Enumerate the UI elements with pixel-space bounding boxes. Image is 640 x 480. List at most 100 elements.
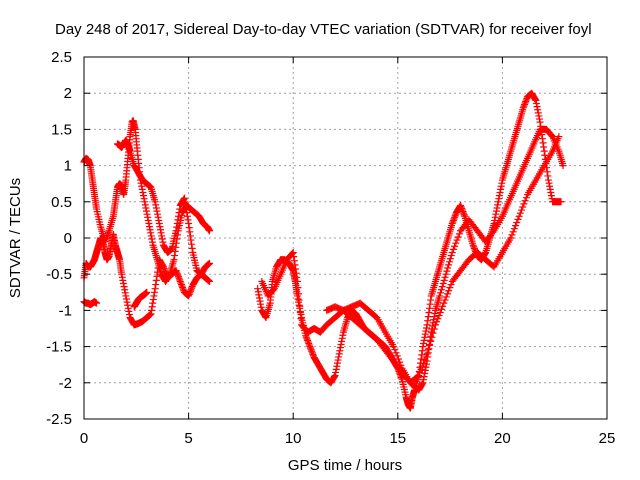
y-tick-label: -1 [59,302,72,319]
chart-title: Day 248 of 2017, Sidereal Day-to-day VTE… [55,21,592,38]
data-point [446,255,454,263]
data-point [441,273,449,281]
data-point [390,343,398,351]
data-point [514,215,522,223]
series-trace-e [130,288,151,311]
data-point [430,325,438,333]
series-trace-b [80,230,214,329]
data-point [449,245,457,253]
x-tick-label: 10 [285,430,302,447]
data-point [507,234,515,242]
data-point [447,281,455,289]
data-point [436,308,444,316]
data-point [417,365,425,373]
y-tick-label: 2 [64,85,72,102]
data-point [555,133,563,141]
data-point [437,305,445,313]
data-point [442,270,450,278]
data-point [206,259,214,267]
x-tick-label: 15 [389,430,406,447]
data-point [295,296,303,304]
y-tick-label: 1.5 [51,121,72,138]
data-point [512,222,520,230]
data-point [293,277,301,285]
data-point [143,288,151,296]
data-point [455,230,463,238]
x-tick-label: 20 [494,430,511,447]
y-tick-label: -1.5 [46,339,72,356]
data-point [294,284,302,292]
data-point [451,242,459,250]
data-point [518,206,526,214]
data-point [391,346,399,354]
data-point [445,261,453,269]
data-point [93,299,101,307]
data-point [510,225,518,233]
data-point [433,318,441,326]
data-point [446,258,454,266]
data-point [434,315,442,323]
data-point [438,283,446,291]
data-point [425,342,433,350]
data-point [448,248,456,256]
x-tick-label: 0 [80,430,88,447]
data-point [415,372,423,380]
data-points [80,89,567,412]
data-point [446,284,454,292]
data-point [421,356,429,364]
y-axis-label: SDTVAR / TECUs [7,178,24,298]
y-tick-label: 0.5 [51,194,72,211]
y-tick-label: -2 [59,375,72,392]
data-point [509,228,517,236]
data-point [429,329,437,337]
data-point [444,264,452,272]
data-point [439,302,447,310]
y-tick-label: 1 [64,158,72,175]
y-tick-label: 0 [64,230,72,247]
data-point [431,321,439,329]
data-point [288,250,296,258]
y-tick-label: -2.5 [46,411,72,428]
series-trace-c [113,136,214,278]
data-point [559,162,567,170]
data-point [557,198,565,206]
data-point [437,289,445,297]
x-tick-label: 5 [184,430,192,447]
data-point [297,315,305,323]
data-point [447,252,455,260]
data-point [442,293,450,301]
data-point [489,228,497,236]
data-point [453,236,461,244]
data-point [206,277,214,285]
data-point [519,203,527,211]
y-tick-label: -0.5 [46,266,72,283]
data-point [427,337,435,345]
data-point [443,290,451,298]
data-point [393,352,401,360]
data-point [513,218,521,226]
data-point [441,296,449,304]
data-point [414,373,422,381]
data-point [516,209,524,217]
series-trace-h [323,133,563,387]
data-point [418,362,426,370]
data-point [436,292,444,300]
data-point [452,239,460,247]
x-axis-label: GPS time / hours [288,457,402,474]
data-point [445,287,453,295]
y-tick-label: 2.5 [51,49,72,66]
data-point [437,286,445,294]
data-point [443,267,451,275]
data-point [439,280,447,288]
data-point [296,308,304,316]
data-point [394,355,402,363]
data-point [454,233,462,241]
data-point [296,302,304,310]
data-point [508,231,516,239]
axis-ticks: 0 5 10 15 20 25 -2.5 -2 -1.5 -1 -0.5 0 0.5 1 1.5 2 2.5 [46,49,615,447]
data-point [435,312,443,320]
data-point [521,197,529,205]
data-point [295,290,303,298]
